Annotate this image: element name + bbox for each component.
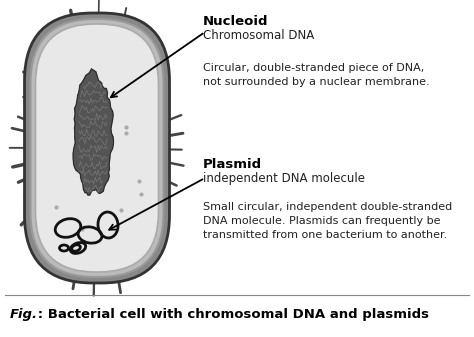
Text: DNA molecule. Plasmids can frequently be: DNA molecule. Plasmids can frequently be (203, 216, 440, 226)
FancyBboxPatch shape (30, 19, 164, 277)
Text: Nucleoid: Nucleoid (203, 15, 268, 28)
Text: independent DNA molecule: independent DNA molecule (203, 172, 365, 185)
FancyBboxPatch shape (36, 24, 158, 272)
Text: Circular, double-stranded piece of DNA,: Circular, double-stranded piece of DNA, (203, 63, 424, 73)
Text: Plasmid: Plasmid (203, 158, 262, 171)
Text: not surrounded by a nuclear membrane.: not surrounded by a nuclear membrane. (203, 77, 429, 87)
Text: Small circular, independent double-stranded: Small circular, independent double-stran… (203, 202, 452, 212)
Polygon shape (73, 69, 113, 195)
FancyBboxPatch shape (25, 13, 170, 283)
Text: Chromosomal DNA: Chromosomal DNA (203, 29, 314, 42)
Text: transmitted from one bacterium to another.: transmitted from one bacterium to anothe… (203, 230, 447, 240)
Text: : Bacterial cell with chromosomal DNA and plasmids: : Bacterial cell with chromosomal DNA an… (10, 308, 429, 321)
Text: Fig.: Fig. (10, 308, 38, 321)
